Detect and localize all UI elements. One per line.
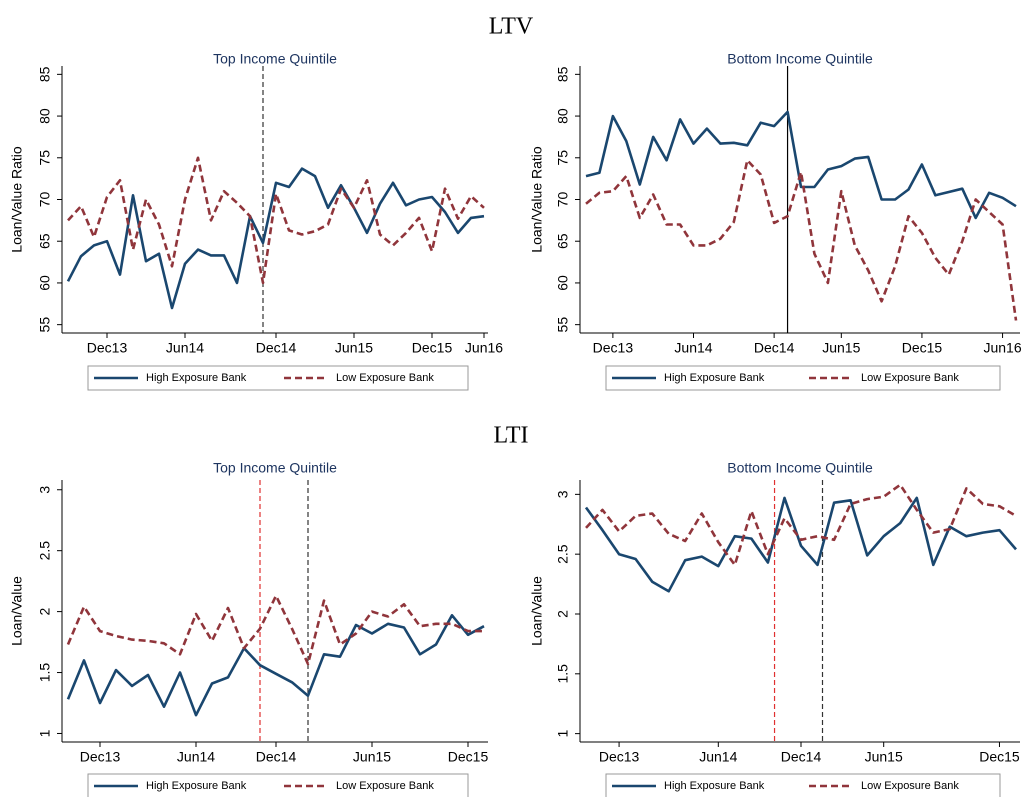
legend-label: Low Exposure Bank: [861, 780, 959, 792]
y-tick-label: 85: [37, 66, 53, 82]
series-line: [67, 156, 485, 285]
y-tick-label: 1: [555, 730, 571, 738]
x-tick-label: Jun14: [177, 749, 215, 765]
y-axis-label: Loan/Value Ratio: [9, 146, 25, 253]
legend-label: High Exposure Bank: [146, 372, 247, 384]
y-tick-label: 1: [37, 729, 53, 737]
panel-title: Bottom Income Quintile: [727, 460, 873, 476]
legend-label: Low Exposure Bank: [336, 780, 434, 792]
series-line: [66, 167, 485, 310]
section-heading: LTV: [489, 14, 534, 40]
panel: Bottom Income Quintile Loan/Value 1 1.5 2 2.5…: [529, 460, 1020, 797]
x-tick-label: Jun14: [674, 340, 712, 356]
series-line: [585, 110, 1017, 220]
y-tick-label: 75: [555, 150, 571, 166]
series-line: [66, 594, 484, 666]
legend-label: High Exposure Bank: [664, 372, 765, 384]
series-line: [66, 614, 485, 717]
y-tick-label: 80: [555, 108, 571, 124]
legend-box: [605, 773, 1001, 797]
x-tick-label: Dec13: [599, 749, 640, 765]
y-tick-label: 2.5: [555, 544, 571, 564]
y-tick-label: 2.5: [37, 541, 53, 561]
x-tick-label: Jun16: [983, 340, 1021, 356]
x-tick-label: Jun14: [699, 749, 737, 765]
y-axis-label: Loan/Value: [529, 576, 545, 646]
y-tick-label: 2: [37, 608, 53, 616]
y-tick-label: 55: [555, 317, 571, 333]
y-tick-label: 3: [555, 490, 571, 498]
x-tick-label: Dec13: [80, 749, 121, 765]
legend-box: [87, 773, 469, 797]
x-tick-label: Jun16: [465, 340, 503, 356]
y-tick-label: 80: [37, 108, 53, 124]
x-tick-label: Jun15: [335, 340, 373, 356]
series-line: [584, 496, 1017, 593]
y-tick-label: 70: [37, 192, 53, 208]
y-tick-label: 65: [37, 233, 53, 249]
x-tick-label: Jun14: [166, 340, 204, 356]
x-tick-label: Dec14: [781, 749, 822, 765]
legend-label: Low Exposure Bank: [336, 372, 434, 384]
x-tick-label: Dec15: [448, 749, 489, 765]
y-tick-label: 85: [555, 66, 571, 82]
panel-title: Top Income Quintile: [213, 51, 337, 67]
x-tick-label: Jun15: [865, 749, 903, 765]
legend-box: [87, 365, 469, 391]
y-tick-label: 55: [37, 317, 53, 333]
panel: Top Income Quintile Loan/Value Ratio 55 60 6…: [9, 51, 503, 391]
legend-label: High Exposure Bank: [664, 780, 765, 792]
x-tick-label: Dec15: [412, 340, 453, 356]
x-tick-label: Dec14: [754, 340, 795, 356]
x-tick-label: Dec14: [256, 749, 297, 765]
section-heading: LTI: [493, 423, 528, 449]
y-tick-label: 60: [555, 275, 571, 291]
panel-title: Top Income Quintile: [213, 460, 337, 476]
panel-title: Bottom Income Quintile: [727, 51, 873, 67]
y-tick-label: 3: [37, 486, 53, 494]
x-tick-label: Dec13: [593, 340, 634, 356]
y-tick-label: 75: [37, 150, 53, 166]
y-axis-label: Loan/Value: [9, 576, 25, 646]
y-tick-label: 70: [555, 192, 571, 208]
x-tick-label: Dec15: [979, 749, 1020, 765]
y-tick-label: 60: [37, 275, 53, 291]
y-tick-label: 65: [555, 233, 571, 249]
series-line: [585, 483, 1017, 567]
y-axis-label: Loan/Value Ratio: [529, 146, 545, 253]
legend-box: [605, 365, 1001, 391]
legend-label: Low Exposure Bank: [861, 372, 959, 384]
x-tick-label: Dec13: [87, 340, 128, 356]
x-tick-label: Jun15: [822, 340, 860, 356]
y-tick-label: 2: [555, 610, 571, 618]
x-tick-label: Jun15: [353, 749, 391, 765]
legend-label: High Exposure Bank: [146, 780, 247, 792]
x-tick-label: Dec15: [902, 340, 943, 356]
y-tick-label: 1.5: [555, 664, 571, 684]
x-tick-label: Dec14: [256, 340, 297, 356]
y-tick-label: 1.5: [37, 663, 53, 683]
panel: Top Income Quintile Loan/Value 1 1.5 2 2.5 3 De…: [9, 460, 489, 797]
panel: Bottom Income Quintile Loan/Value Ratio 55…: [529, 51, 1022, 391]
series-line: [585, 159, 1018, 321]
